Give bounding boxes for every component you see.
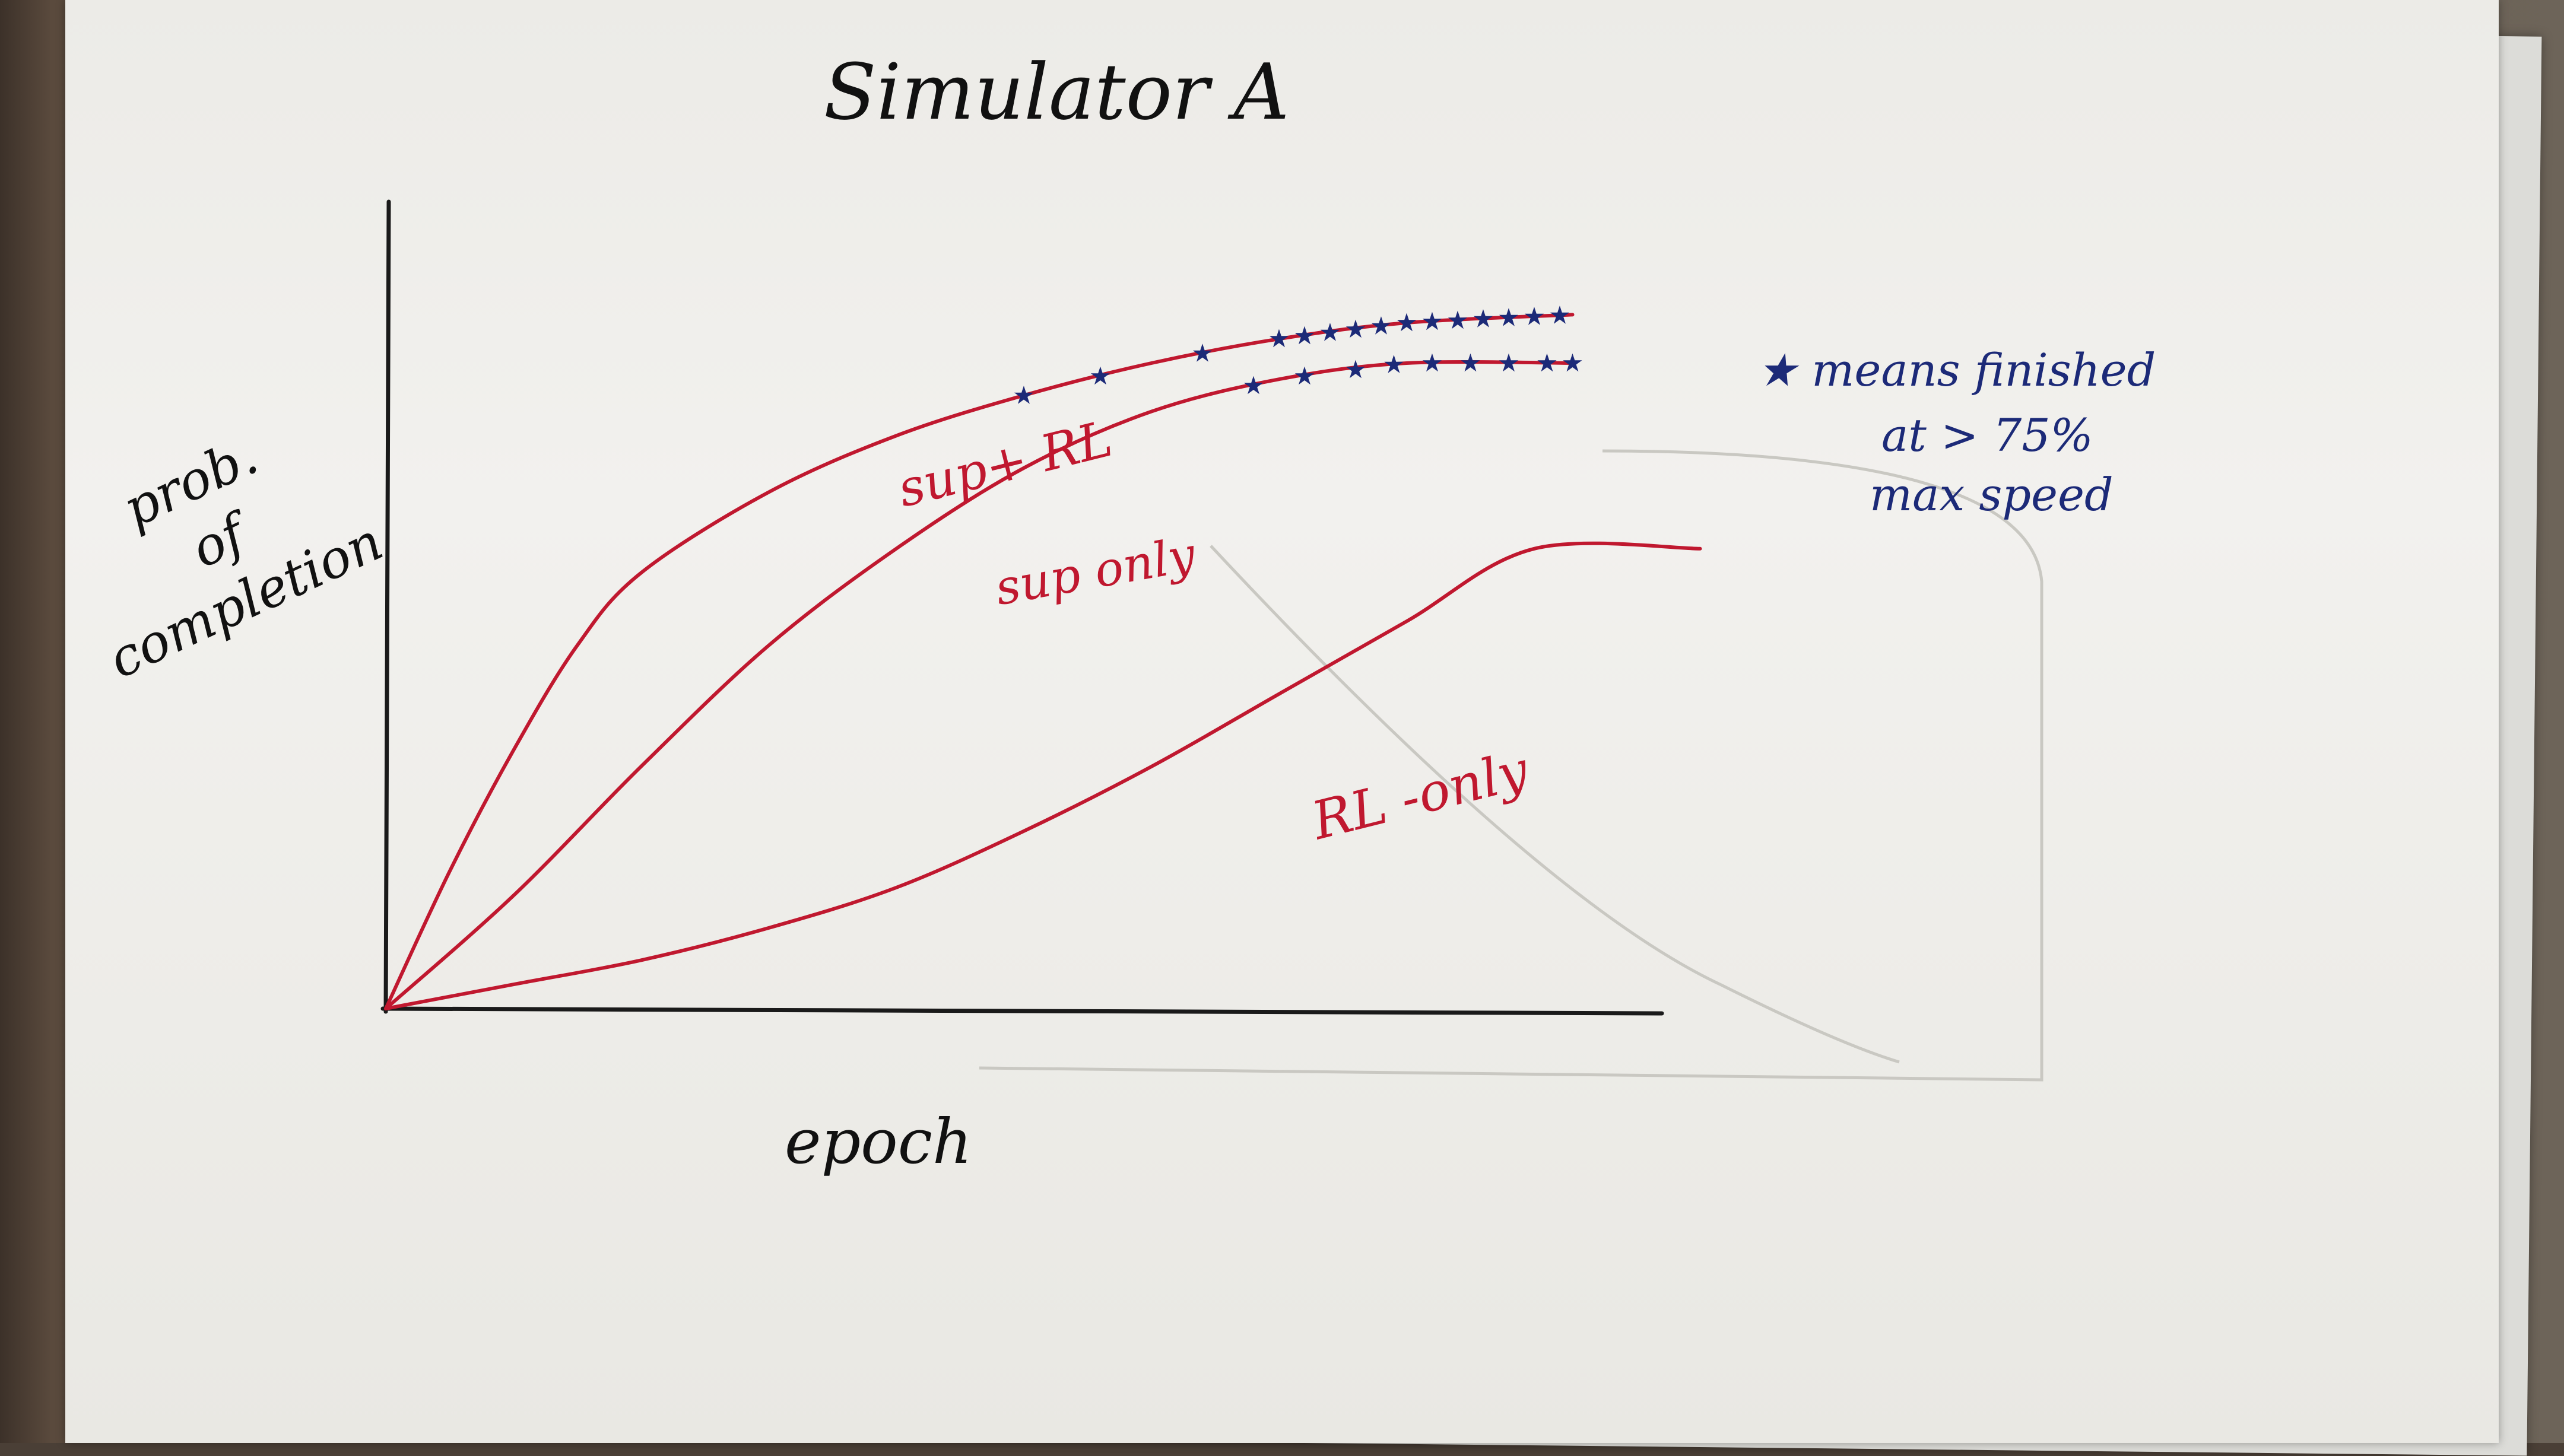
series-layer bbox=[384, 313, 1702, 1010]
star-marker: ★ bbox=[1446, 306, 1469, 335]
star-marker: ★ bbox=[1472, 304, 1494, 333]
star-marker: ★ bbox=[1344, 355, 1367, 384]
marker-layer: ★★★ ★ ★ ★ ★ ★ ★ ★ ★ ★ ★ ★ ★★ ★ ★ ★ ★ ★ ★ ★ ★ bbox=[1013, 300, 1584, 409]
note-line-1: ★ means finished bbox=[1757, 344, 2156, 396]
star-marker: ★ bbox=[1548, 300, 1571, 329]
x-axis bbox=[380, 1006, 1664, 1016]
star-marker: ★ bbox=[1497, 348, 1520, 377]
series-line-2 bbox=[384, 541, 1702, 1010]
paper-sheet bbox=[65, 0, 2499, 1443]
note-line-2: at > 75% bbox=[1881, 409, 2093, 462]
star-marker: ★ bbox=[1536, 348, 1559, 377]
show-through-sketch bbox=[979, 449, 2043, 1082]
ghost-curve bbox=[1210, 545, 1900, 1064]
star-marker: ★ bbox=[1383, 350, 1405, 379]
marker-legend-note: ★ means finished at > 75% max speed bbox=[1757, 344, 2156, 521]
star-marker: ★ bbox=[1268, 324, 1290, 353]
chart-title: Simulator A bbox=[824, 47, 1290, 137]
star-marker: ★ bbox=[1293, 361, 1316, 390]
series-line-0 bbox=[384, 313, 1575, 1010]
star-marker: ★ bbox=[1319, 317, 1341, 346]
y-axis bbox=[383, 199, 391, 1014]
y-axis-label: prob.ofcompletion bbox=[44, 392, 392, 690]
star-marker: ★ bbox=[1395, 308, 1418, 337]
series-line-1 bbox=[384, 360, 1575, 1010]
star-marker: ★ bbox=[1344, 314, 1367, 344]
star-marker: ★ bbox=[1421, 307, 1443, 336]
star-marker: ★ bbox=[1497, 303, 1520, 332]
x-axis-label: epoch bbox=[785, 1105, 972, 1178]
star-marker: ★ bbox=[1293, 321, 1316, 350]
series-label-sup-only: sup only bbox=[991, 526, 1200, 616]
note-line-3: max speed bbox=[1870, 468, 2114, 521]
star-marker: ★ bbox=[1523, 302, 1546, 331]
star-marker: ★ bbox=[1089, 361, 1112, 390]
star-marker: ★ bbox=[1370, 311, 1392, 340]
star-marker: ★ bbox=[1191, 339, 1214, 368]
star-marker: ★ bbox=[1013, 380, 1035, 409]
star-marker: ★ bbox=[1562, 348, 1584, 377]
star-marker: ★ bbox=[1421, 348, 1443, 377]
axes bbox=[380, 199, 1664, 1016]
star-marker: ★ bbox=[1242, 371, 1265, 400]
star-marker: ★ bbox=[1459, 348, 1482, 377]
ghost-frame bbox=[979, 449, 2043, 1082]
